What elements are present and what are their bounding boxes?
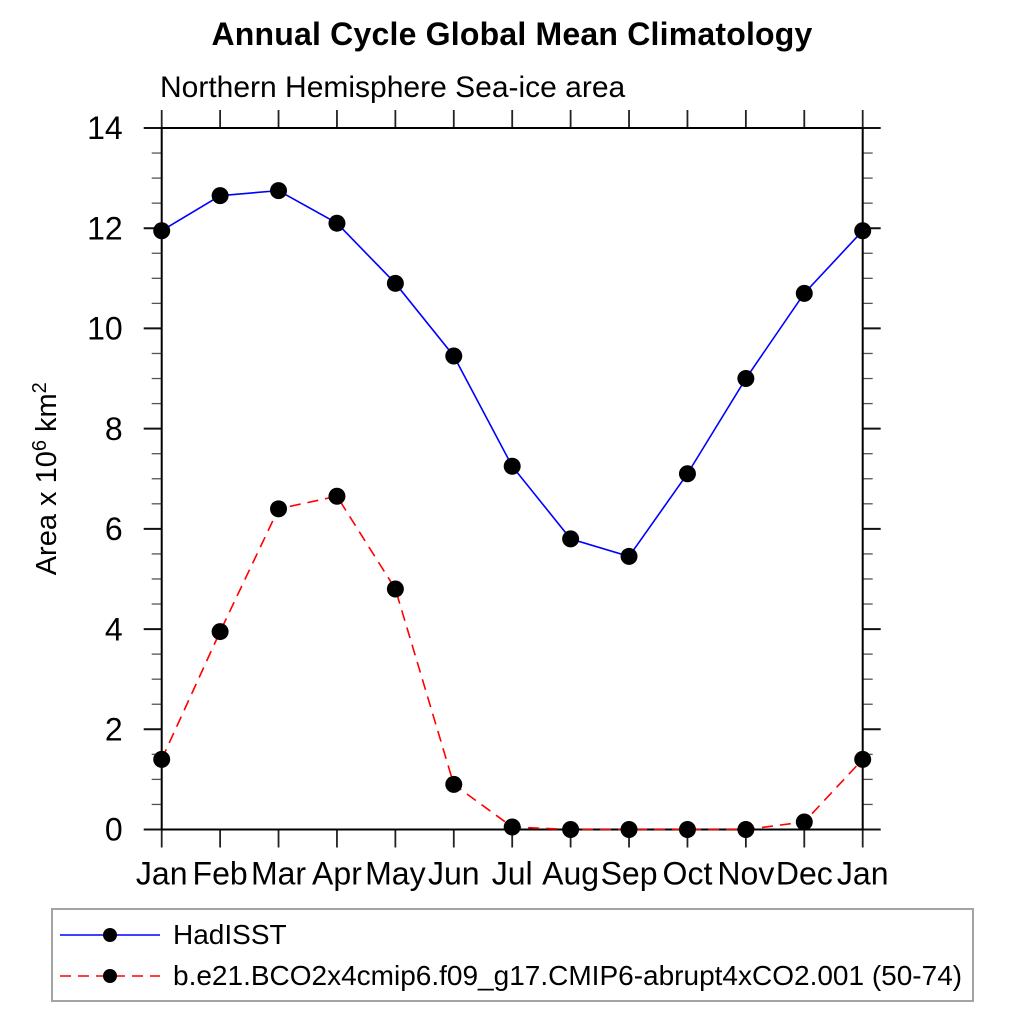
x-tick-label: Sep xyxy=(601,856,658,892)
x-tick-label: Nov xyxy=(717,856,774,892)
data-point-marker xyxy=(153,750,171,768)
y-tick-label: 14 xyxy=(87,110,123,146)
x-tick-label: Jul xyxy=(492,856,533,892)
data-point-marker xyxy=(445,347,463,365)
data-point-marker xyxy=(620,821,638,838)
y-axis-title: Area x 106 km2 xyxy=(29,382,63,575)
data-point-marker xyxy=(270,500,288,518)
data-point-marker xyxy=(562,530,580,548)
x-tick-label: Apr xyxy=(312,856,362,892)
chart-title: Annual Cycle Global Mean Climatology xyxy=(211,16,813,52)
data-point-marker xyxy=(795,284,813,302)
data-point-marker xyxy=(795,813,813,831)
chart-subtitle: Northern Hemisphere Sea-ice area xyxy=(160,71,626,104)
y-tick-label: 4 xyxy=(105,611,123,647)
data-point-marker xyxy=(678,821,696,838)
data-point-marker xyxy=(328,214,346,232)
data-point-marker xyxy=(737,821,755,838)
data-point-marker xyxy=(503,818,521,836)
legend-item-hadisst: HadISST xyxy=(56,914,972,955)
legend-marker xyxy=(103,927,117,942)
data-point-marker xyxy=(503,457,521,475)
y-tick-label: 10 xyxy=(87,311,123,347)
x-tick-label: Oct xyxy=(663,856,713,892)
model-line xyxy=(160,495,864,831)
data-point-marker xyxy=(211,623,229,641)
x-tick-label: Jan xyxy=(136,856,188,892)
x-tick-label: May xyxy=(365,856,425,892)
data-point-marker xyxy=(386,274,404,292)
hadisst-line xyxy=(161,189,864,558)
x-tick-label: Jan xyxy=(837,856,889,892)
data-point-marker xyxy=(737,370,755,388)
data-point-marker xyxy=(854,750,872,768)
data-point-marker xyxy=(386,580,404,598)
y-tick-label: 6 xyxy=(105,511,123,547)
y-tick-label: 12 xyxy=(87,210,123,246)
y-tick-label: 8 xyxy=(105,411,123,447)
x-tick-label: Mar xyxy=(251,856,306,892)
data-point-marker xyxy=(620,547,638,565)
data-point-marker xyxy=(211,187,229,205)
legend-line-sample xyxy=(60,968,160,983)
legend-box: HadISST b.e21.BCO2x4cmip6.f09_g17.CMIP6-a… xyxy=(51,908,974,1002)
data-point-marker xyxy=(678,465,696,483)
x-tick-label: Feb xyxy=(193,856,248,892)
data-point-marker xyxy=(153,222,171,240)
y-tick-label: 0 xyxy=(105,812,123,848)
legend-marker xyxy=(103,968,117,983)
x-tick-label: Aug xyxy=(542,856,599,892)
data-point-marker xyxy=(445,775,463,793)
x-tick-label: Jun xyxy=(428,856,480,892)
legend-label: HadISST xyxy=(173,918,287,950)
data-point-marker xyxy=(270,182,288,200)
data-point-marker xyxy=(562,821,580,838)
legend-item-model: b.e21.BCO2x4cmip6.f09_g17.CMIP6-abrupt4x… xyxy=(56,955,972,996)
data-point-marker xyxy=(328,487,346,505)
plot-frame xyxy=(160,127,864,831)
legend-line-sample xyxy=(60,927,160,942)
x-tick-label: Dec xyxy=(776,856,833,892)
y-tick-label: 2 xyxy=(105,711,123,747)
legend-label: b.e21.BCO2x4cmip6.f09_g17.CMIP6-abrupt4x… xyxy=(173,959,963,991)
data-point-marker xyxy=(854,222,872,240)
